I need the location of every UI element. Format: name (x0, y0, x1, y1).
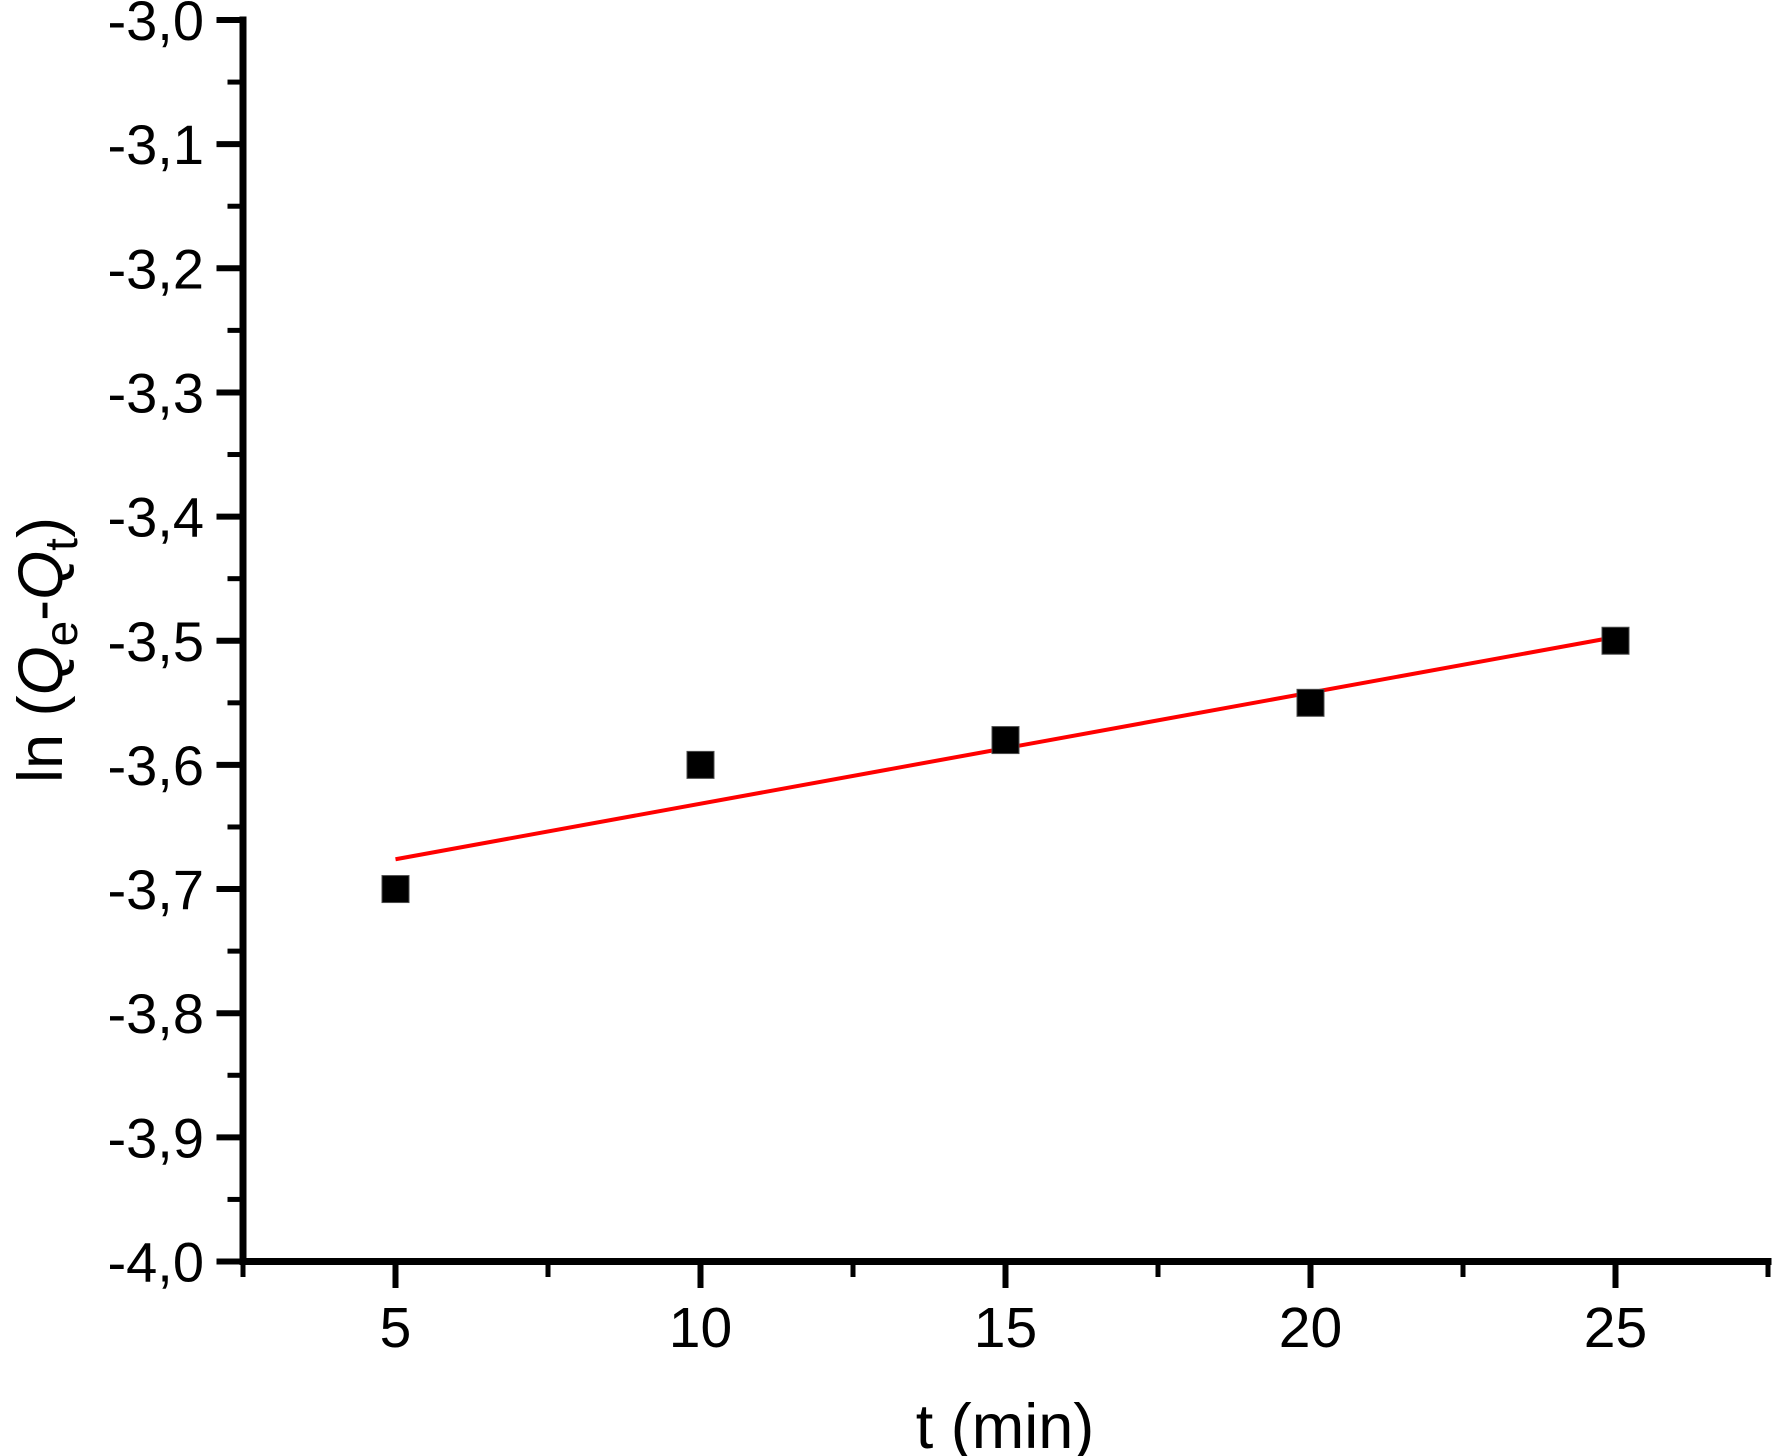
data-point-square (1296, 688, 1325, 717)
y-tick-label: -3,7 (108, 858, 205, 921)
y-axis-title-segment: ) (6, 517, 76, 538)
y-axis-title-segment: Q (6, 646, 76, 695)
y-axis-title-subscript: t (35, 538, 87, 551)
data-point-square (381, 875, 410, 904)
x-tick-labels: 5 10 15 20 25 (380, 1296, 1648, 1360)
x-major-ticks (392, 1265, 1619, 1288)
y-tick-label: -3,5 (108, 610, 205, 673)
y-tick-labels: -3,0 -3,1 -3,2 -3,3 -3,4 -3,5 -3,6 -3,7 -3,8 -3,9… (108, 0, 205, 1294)
x-axis-title: t (min) (916, 1392, 1094, 1456)
y-axis-title-segment: ln ( (6, 695, 76, 783)
data-point-square (991, 726, 1020, 755)
x-minor-ticks (240, 1265, 1771, 1277)
x-tick-label: 10 (669, 1296, 732, 1360)
y-axis-title-segment: - (6, 600, 76, 621)
data-point-square (1601, 626, 1630, 655)
y-minor-ticks (227, 79, 240, 1202)
y-tick-label: -3,2 (108, 237, 205, 300)
y-tick-label: -3,3 (108, 361, 205, 424)
axes (239, 16, 1772, 1265)
x-tick-label: 20 (1279, 1296, 1342, 1360)
x-tick-label: 25 (1584, 1296, 1647, 1360)
x-tick-label: 15 (974, 1296, 1037, 1360)
y-axis-title-subscript: e (35, 621, 87, 647)
y-tick-label: -3,8 (108, 982, 205, 1045)
y-axis-title-segment: Q (6, 551, 76, 600)
y-axis-title: ln (Qe-Qt) (6, 517, 87, 783)
y-tick-label: -3,6 (108, 734, 205, 797)
x-tick-label: 5 (380, 1296, 412, 1360)
y-tick-label: -3,1 (108, 113, 205, 176)
data-points (381, 626, 1630, 904)
y-tick-label: -3,9 (108, 1106, 205, 1169)
y-major-ticks (216, 17, 240, 1265)
data-point-square (686, 750, 715, 779)
y-tick-label: -3,0 (108, 0, 205, 52)
y-tick-label: -3,4 (108, 486, 205, 549)
y-tick-label: -4,0 (108, 1231, 205, 1294)
